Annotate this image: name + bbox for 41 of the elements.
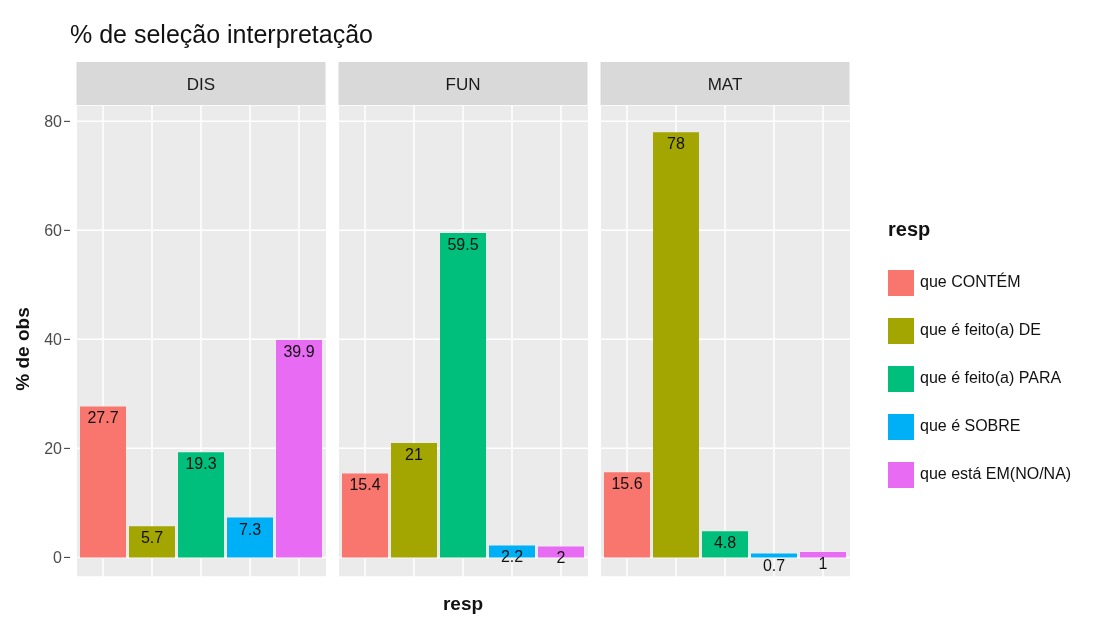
legend-label: que é SOBRE (920, 417, 1021, 434)
bar (653, 132, 699, 558)
data-label: 5.7 (140, 529, 164, 547)
data-label: 19.3 (185, 455, 217, 473)
bar (80, 406, 126, 558)
bar (178, 452, 224, 558)
data-label: 1 (818, 554, 828, 572)
bar (276, 339, 322, 558)
data-label: 15.4 (349, 476, 381, 494)
data-label: 15.6 (611, 475, 643, 493)
bar (342, 473, 388, 558)
data-label: 7.3 (238, 520, 262, 538)
y-tick-label: 40 (44, 331, 63, 349)
legend-label: que está EM(NO/NA) (920, 465, 1072, 482)
bar (391, 442, 437, 558)
y-tick-label: 20 (44, 440, 63, 458)
x-tick-label: FUN (445, 75, 481, 94)
legend-label: que é feito(a) DE (920, 321, 1041, 338)
bar (604, 472, 650, 558)
x-tick-label: MAT (707, 75, 743, 94)
x-axis-title: resp (441, 593, 485, 615)
data-label: 4.8 (713, 534, 737, 552)
data-label: 78 (667, 135, 685, 153)
legend-label: que é feito(a) PARA (920, 369, 1062, 386)
x-tick-label: DIS (186, 75, 216, 94)
data-label: 59.5 (447, 236, 479, 254)
legend-title: resp (888, 218, 931, 241)
bar (129, 526, 175, 558)
data-label: 0.7 (762, 556, 786, 574)
legend-label: que CONTÉM (920, 273, 1021, 290)
y-tick-label: 60 (44, 222, 63, 240)
bar (227, 517, 273, 558)
bar (800, 551, 846, 558)
data-label: 39.9 (283, 342, 315, 360)
chart-title: % de seleção interpretação (70, 20, 373, 49)
data-label: 27.7 (87, 409, 119, 427)
y-tick-label: 80 (44, 113, 63, 131)
y-tick-label: 0 (53, 549, 63, 567)
y-axis-title: % de obs (12, 306, 34, 393)
bar (440, 233, 486, 558)
data-label: 21 (405, 445, 423, 463)
